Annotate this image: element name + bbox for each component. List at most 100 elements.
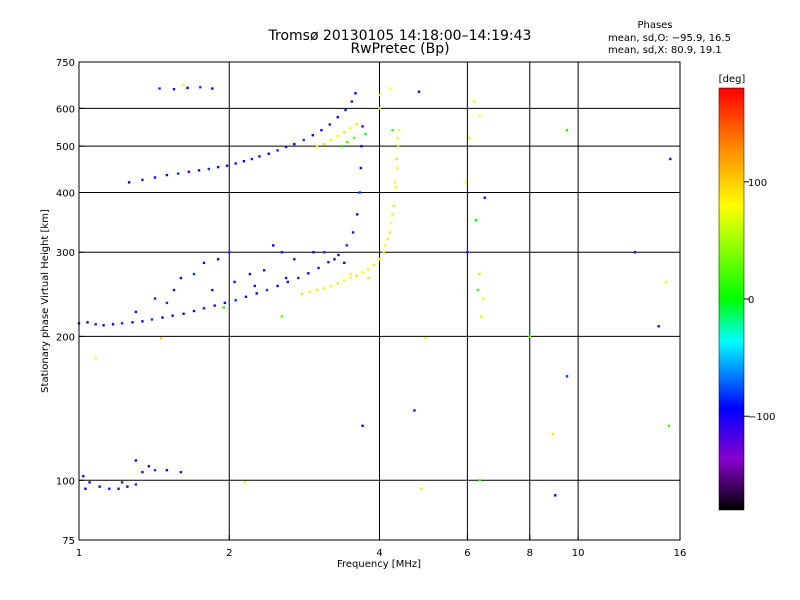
data-point-x [315, 288, 319, 292]
data-point-x [467, 136, 471, 140]
data-point-x [397, 128, 401, 132]
x-tick-label: 4 [376, 548, 382, 559]
data-point-o [98, 485, 101, 488]
data-point-o [265, 288, 269, 292]
data-point-o [134, 459, 138, 462]
data-point-o [165, 301, 169, 305]
data-point-o [126, 485, 129, 488]
data-point-o [327, 260, 330, 264]
data-point-mixed [346, 140, 349, 144]
colorbar-tick-label: 100 [748, 178, 767, 189]
data-point-o [187, 170, 191, 173]
data-point-o [466, 251, 469, 254]
data-point-o [253, 284, 256, 288]
y-tick-label: 200 [56, 332, 75, 343]
data-point-o [286, 280, 289, 284]
data-point-o [233, 280, 236, 284]
data-point-x [383, 244, 387, 247]
data-point-x [388, 87, 392, 90]
data-point-x [378, 258, 381, 261]
data-point-x [473, 100, 476, 103]
data-point-x [480, 315, 483, 318]
data-point-x [355, 274, 358, 277]
data-point-o [153, 468, 157, 472]
data-point-o [228, 251, 231, 254]
data-point-o [250, 157, 254, 161]
colorbar-tick-label: −100 [748, 412, 775, 423]
data-point-o [216, 258, 220, 261]
data-point-o [120, 322, 124, 325]
data-point-o [336, 115, 340, 119]
data-point-o [111, 323, 115, 326]
data-point-x [420, 487, 423, 490]
data-point-o [354, 92, 357, 95]
x-tick-label: 1 [76, 548, 82, 559]
data-point-o [141, 470, 144, 474]
data-point-o [234, 299, 237, 302]
data-point-x [664, 280, 668, 284]
data-point-o [134, 483, 138, 486]
x-tick-label: 8 [527, 548, 533, 559]
data-point-x [393, 181, 397, 184]
data-point-o [272, 244, 275, 247]
data-point-mixed [667, 424, 671, 428]
data-point-x [478, 272, 481, 276]
data-point-o [633, 251, 637, 254]
data-point-o [284, 276, 288, 280]
data-point-o [202, 307, 206, 310]
data-point-o [179, 276, 183, 280]
data-point-o [361, 424, 364, 428]
phases-o-stats: mean, sd,O: −95.9, 16.5 [608, 33, 731, 44]
colorbar-tick-label: 0 [748, 295, 754, 306]
data-point-o [161, 316, 164, 319]
data-point-o [312, 251, 315, 254]
data-point-o [172, 288, 176, 292]
data-point-o [88, 481, 91, 484]
data-point-o [276, 149, 279, 152]
data-point-x [367, 276, 370, 280]
data-point-o [417, 90, 421, 93]
data-point-x [343, 130, 346, 134]
data-point-mixed [391, 128, 394, 132]
data-point-o [150, 318, 154, 321]
data-point-x [386, 237, 390, 241]
data-point-o [343, 261, 346, 265]
data-point-o [413, 409, 416, 412]
data-point-o [554, 494, 557, 497]
data-point-x [323, 142, 326, 146]
data-point-o [172, 87, 176, 91]
data-point-x [551, 432, 555, 436]
data-point-o [102, 324, 105, 327]
data-point-x [478, 114, 481, 117]
data-point-o [117, 487, 120, 490]
data-point-x [394, 186, 397, 189]
data-point-o [356, 213, 359, 216]
y-axis-title: Stationary phase Virtual Height [km] [40, 209, 51, 393]
x-tick-label: 6 [464, 548, 470, 559]
data-point-o [267, 152, 270, 155]
data-point-x [396, 144, 400, 148]
data-point-o [358, 191, 361, 194]
data-point-o [657, 325, 660, 328]
y-tick-label: 600 [56, 104, 75, 115]
data-point-mixed [353, 136, 356, 140]
data-point-mixed [565, 128, 569, 132]
data-point-o [213, 304, 216, 307]
data-point-x [391, 213, 394, 216]
data-point-mixed [222, 306, 225, 309]
y-tick-label: 400 [56, 188, 75, 199]
data-point-o [350, 100, 353, 103]
phases-x-stats: mean, sd,X: 80.9, 19.1 [608, 45, 722, 56]
colorbar [718, 87, 745, 511]
data-point-o [323, 251, 326, 254]
data-point-o [179, 470, 183, 474]
data-point-o [345, 244, 349, 247]
data-point-o [344, 108, 347, 112]
data-point-x [349, 127, 352, 130]
data-point-o [141, 320, 144, 323]
chart-title: Tromsø 20130105 14:18:00–14:19:43 [268, 28, 532, 44]
data-point-o [153, 176, 157, 179]
data-point-o [211, 87, 214, 90]
data-point-o [297, 276, 300, 280]
data-point-o [248, 272, 252, 276]
